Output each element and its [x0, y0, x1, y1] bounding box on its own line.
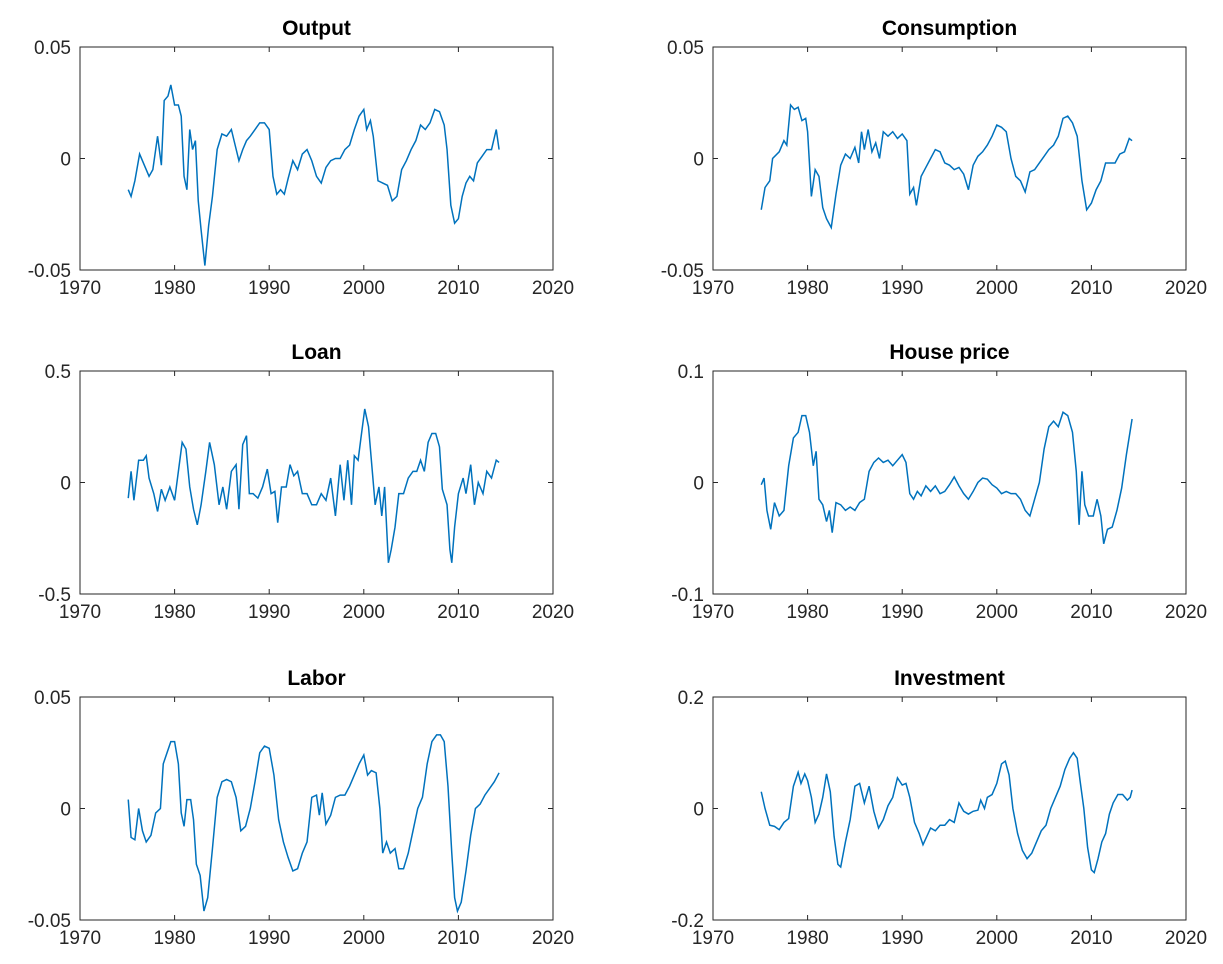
- x-tick-label: 1970: [59, 928, 101, 949]
- y-tick-label: -0.05: [28, 911, 71, 932]
- x-tick-label: 1970: [692, 278, 734, 299]
- y-tick-label: 0.05: [667, 38, 704, 59]
- axes-background: [713, 697, 1186, 920]
- y-tick-label: 0.2: [678, 688, 704, 709]
- x-tick-label: 1980: [153, 602, 195, 623]
- x-tick-label: 2010: [437, 928, 479, 949]
- data-line: [760, 103, 1133, 231]
- data-line: [127, 408, 500, 563]
- subplot-title: Consumption: [882, 17, 1017, 40]
- y-tick-label: 0: [60, 150, 71, 171]
- data-line: [760, 751, 1133, 875]
- x-tick-label: 2020: [532, 278, 574, 299]
- x-tick-label: 2000: [343, 928, 385, 949]
- y-tick-label: 0: [693, 150, 704, 171]
- subplot-title: Labor: [287, 667, 345, 690]
- subplot: Consumption 1970 1980 1990 2000 2010 2020 -0.05…: [661, 17, 1207, 299]
- data-line: [127, 84, 500, 266]
- axes-box: [712, 370, 1187, 595]
- subplot: Investment 1970 1980 1990 2000 2010 2020 -0.2 0 0…: [671, 667, 1207, 949]
- x-tick-label: 2020: [1165, 278, 1207, 299]
- x-tick-label: 2010: [1070, 602, 1112, 623]
- axes-background: [713, 47, 1186, 270]
- y-tick-label: -0.1: [671, 585, 704, 606]
- x-tick-label: 1970: [59, 278, 101, 299]
- x-tick-label: 1980: [786, 278, 828, 299]
- x-tick-label: 1970: [692, 602, 734, 623]
- y-tick-label: 0: [693, 800, 704, 821]
- axes-box: [712, 46, 1187, 271]
- axes-background: [713, 371, 1186, 594]
- y-tick-label: 0: [60, 800, 71, 821]
- axes-background: [80, 697, 553, 920]
- x-tick-label: 1990: [881, 928, 923, 949]
- x-tick-label: 1970: [59, 602, 101, 623]
- y-tick-label: -0.05: [28, 261, 71, 282]
- x-tick-label: 1990: [881, 602, 923, 623]
- x-tick-label: 1980: [786, 928, 828, 949]
- y-tick-label: 0.05: [34, 688, 71, 709]
- x-tick-label: 2000: [976, 602, 1018, 623]
- y-tick-label: 0.1: [678, 362, 704, 383]
- x-tick-label: 2000: [976, 278, 1018, 299]
- x-tick-label: 2010: [1070, 928, 1112, 949]
- subplot: Loan 1970 1980 1990 2000 2010 2020 -0.5 0 0.5: [38, 341, 574, 623]
- y-tick-label: -0.05: [661, 261, 704, 282]
- x-tick-label: 1990: [248, 602, 290, 623]
- x-tick-label: 1980: [153, 278, 195, 299]
- x-tick-label: 2010: [437, 602, 479, 623]
- subplot: Labor 1970 1980 1990 2000 2010 2020 -0.05 0 0.05: [28, 667, 574, 949]
- y-tick-label: 0.05: [34, 38, 71, 59]
- data-line: [127, 734, 500, 914]
- y-tick-label: 0: [60, 474, 71, 495]
- subplot: House price 1970 1980 1990 2000 2010 2020 -0.1 0…: [671, 341, 1207, 623]
- x-tick-label: 2020: [1165, 928, 1207, 949]
- x-tick-label: 1980: [786, 602, 828, 623]
- axes-box: [79, 370, 554, 595]
- subplot: Output 1970 1980 1990 2000 2010 2020 -0.05 0 0.05: [28, 17, 574, 299]
- subplot-title: Loan: [291, 341, 341, 364]
- x-tick-label: 2010: [437, 278, 479, 299]
- x-tick-label: 2020: [532, 602, 574, 623]
- y-tick-label: 0: [693, 474, 704, 495]
- data-line: [760, 411, 1133, 545]
- x-tick-label: 1990: [248, 928, 290, 949]
- x-tick-label: 2000: [343, 602, 385, 623]
- x-tick-label: 2020: [1165, 602, 1207, 623]
- subplot-title: House price: [889, 341, 1009, 364]
- axes-box: [712, 696, 1187, 921]
- axes-background: [80, 47, 553, 270]
- y-tick-label: 0.5: [45, 362, 71, 383]
- x-tick-label: 2010: [1070, 278, 1112, 299]
- axes-box: [79, 696, 554, 921]
- y-tick-label: -0.5: [38, 585, 71, 606]
- axes-background: [80, 371, 553, 594]
- subplot-title: Investment: [894, 667, 1005, 690]
- x-tick-label: 1990: [881, 278, 923, 299]
- axes-box: [79, 46, 554, 271]
- y-tick-label: -0.2: [671, 911, 704, 932]
- subplot-title: Output: [282, 17, 351, 40]
- x-tick-label: 2000: [976, 928, 1018, 949]
- x-tick-label: 2000: [343, 278, 385, 299]
- x-tick-label: 1980: [153, 928, 195, 949]
- x-tick-label: 1990: [248, 278, 290, 299]
- x-tick-label: 1970: [692, 928, 734, 949]
- x-tick-label: 2020: [532, 928, 574, 949]
